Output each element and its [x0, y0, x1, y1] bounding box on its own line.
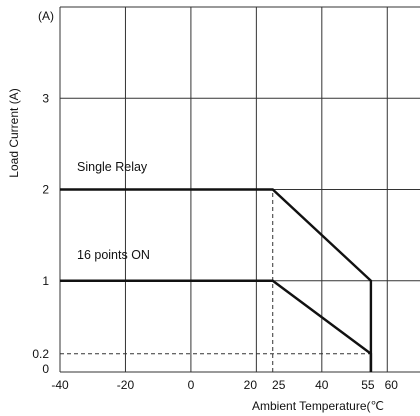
y-tick-label-0: 0 [42, 362, 49, 376]
series-line-1 [60, 279, 373, 372]
series-lines [60, 188, 373, 372]
x-tick-labels: -40 -20 0 20 25 40 55 60 [51, 378, 398, 392]
x-tick-label-1: -20 [117, 378, 135, 392]
x-tick-label-3: 20 [244, 378, 258, 392]
x-tick-label-0: -40 [51, 378, 69, 392]
y-unit-label: (A) [38, 9, 54, 23]
y-tick-label-1: 0.2 [32, 347, 49, 361]
series-label-16-points-on: 16 points ON [77, 248, 150, 262]
x-tick-label-5: 40 [315, 378, 329, 392]
y-tick-label-2: 1 [42, 274, 49, 288]
y-tick-labels: 00.2 1 2 3 [32, 91, 49, 376]
y-tick-label-3: 2 [42, 183, 49, 197]
x-tick-label-2: 0 [188, 378, 195, 392]
x-tick-label-7: 60 [385, 378, 399, 392]
series-label-single-relay: Single Relay [77, 160, 148, 174]
x-tick-label-4: 25 [272, 378, 286, 392]
x-tick-label-6: 55 [361, 378, 375, 392]
x-axis-label: Ambient Temperature(℃ [252, 399, 384, 413]
series-line-0 [60, 188, 373, 372]
y-axis-label: Load Current (A) [7, 88, 21, 177]
y-tick-label-4: 3 [42, 91, 49, 105]
